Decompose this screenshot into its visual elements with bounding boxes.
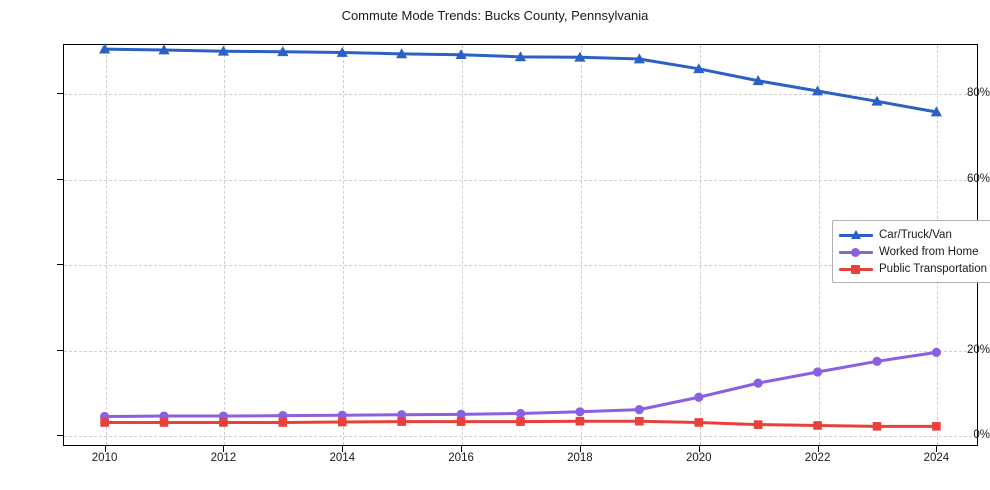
y-tick-label: 0% (973, 429, 990, 442)
gridline-vertical (224, 45, 226, 445)
legend-swatch-circle-icon (839, 245, 873, 259)
x-tick-label: 2024 (923, 452, 950, 464)
gridline-horizontal (64, 265, 977, 267)
x-tick-label: 2022 (804, 452, 831, 464)
legend-swatch-triangle-icon (839, 228, 873, 242)
y-tick-label: 80% (966, 87, 990, 100)
gridline-vertical (818, 45, 820, 445)
legend-swatch-square-icon (839, 262, 873, 276)
y-tick-label: 20% (966, 343, 990, 356)
legend-label: Worked from Home (879, 245, 979, 258)
legend-label: Car/Truck/Van (879, 228, 952, 241)
legend-item[interactable]: Worked from Home (839, 243, 987, 260)
chart-title: Commute Mode Trends: Bucks County, Penns… (341, 8, 649, 23)
gridline-horizontal (64, 179, 977, 181)
chart-legend: Car/Truck/Van Worked from Home Public Tran… (832, 220, 990, 283)
legend-item[interactable]: Public Transportation (839, 260, 987, 277)
gridline-horizontal (64, 350, 977, 352)
x-tick-mark (817, 446, 819, 452)
gridline-horizontal (64, 436, 977, 438)
x-tick-label: 2010 (91, 452, 118, 464)
x-tick-mark (579, 446, 581, 452)
x-tick-label: 2020 (685, 452, 712, 464)
x-tick-label: 2016 (448, 452, 474, 464)
x-tick-label: 2018 (567, 452, 593, 464)
x-tick-mark (936, 446, 938, 452)
gridline-vertical (462, 45, 464, 445)
x-tick-mark (104, 446, 106, 452)
x-tick-label: 2014 (329, 452, 356, 464)
y-tick-mark (57, 178, 63, 180)
y-tick-label: 60% (966, 172, 990, 185)
x-tick-mark (698, 446, 700, 452)
gridline-vertical (580, 45, 582, 445)
legend-item[interactable]: Car/Truck/Van (839, 226, 987, 243)
gridline-vertical (105, 45, 107, 445)
y-tick-mark (57, 349, 63, 351)
legend-label: Public Transportation (879, 262, 988, 275)
gridline-vertical (699, 45, 701, 445)
x-tick-mark (342, 446, 344, 452)
gridline-horizontal (64, 94, 977, 96)
y-tick-mark (57, 264, 63, 266)
x-tick-mark (223, 446, 225, 452)
gridline-vertical (343, 45, 345, 445)
y-tick-mark (57, 93, 63, 95)
x-tick-mark (461, 446, 463, 452)
y-tick-mark (57, 435, 63, 437)
x-tick-label: 2012 (210, 452, 237, 464)
